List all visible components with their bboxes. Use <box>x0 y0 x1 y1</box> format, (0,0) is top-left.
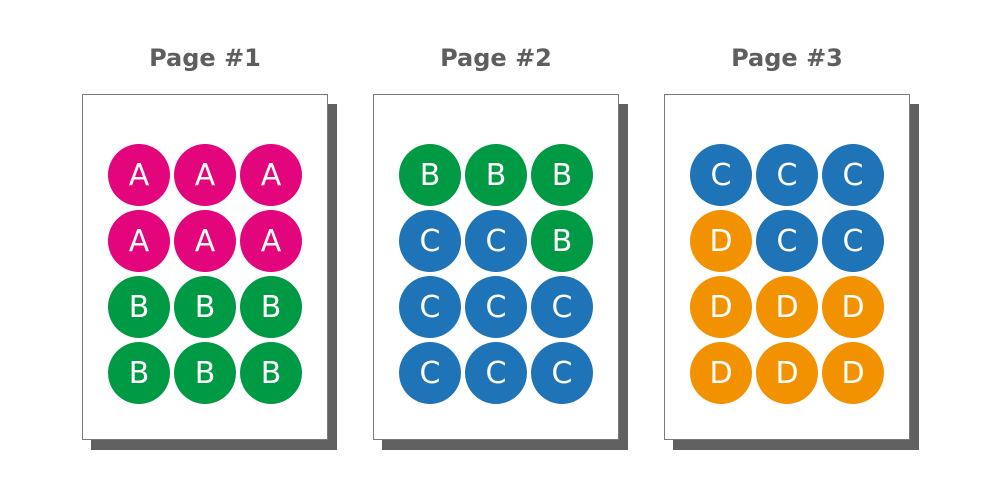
label-circle-c: C <box>822 144 884 206</box>
label-circle-c: C <box>465 210 527 272</box>
label-circle-a: A <box>108 210 170 272</box>
label-circle-d: D <box>690 342 752 404</box>
label-circle-b: B <box>531 210 593 272</box>
label-circle-c: C <box>399 276 461 338</box>
label-circle-b: B <box>108 342 170 404</box>
label-circle-b: B <box>240 342 302 404</box>
label-circle-d: D <box>756 342 818 404</box>
label-circle-a: A <box>240 210 302 272</box>
label-circle-c: C <box>822 210 884 272</box>
label-circle-d: D <box>690 276 752 338</box>
page-1-title: Page #1 <box>149 44 261 72</box>
label-circle-c: C <box>465 342 527 404</box>
label-circle-c: C <box>756 144 818 206</box>
label-circle-b: B <box>465 144 527 206</box>
label-circle-b: B <box>174 342 236 404</box>
label-circle-a: A <box>174 210 236 272</box>
label-circle-c: C <box>690 144 752 206</box>
label-circle-c: C <box>399 342 461 404</box>
label-circle-b: B <box>108 276 170 338</box>
label-circle-a: A <box>240 144 302 206</box>
label-circle-c: C <box>531 342 593 404</box>
label-circle-c: C <box>756 210 818 272</box>
label-circle-a: A <box>108 144 170 206</box>
label-circle-b: B <box>531 144 593 206</box>
page-3-title: Page #3 <box>731 44 843 72</box>
label-circle-b: B <box>174 276 236 338</box>
label-circle-d: D <box>690 210 752 272</box>
page-2-title: Page #2 <box>440 44 552 72</box>
label-circle-c: C <box>531 276 593 338</box>
label-circle-d: D <box>822 276 884 338</box>
label-circle-d: D <box>822 342 884 404</box>
label-circle-c: C <box>399 210 461 272</box>
label-circle-b: B <box>240 276 302 338</box>
label-circle-a: A <box>174 144 236 206</box>
label-circle-b: B <box>399 144 461 206</box>
label-circle-d: D <box>756 276 818 338</box>
label-circle-c: C <box>465 276 527 338</box>
